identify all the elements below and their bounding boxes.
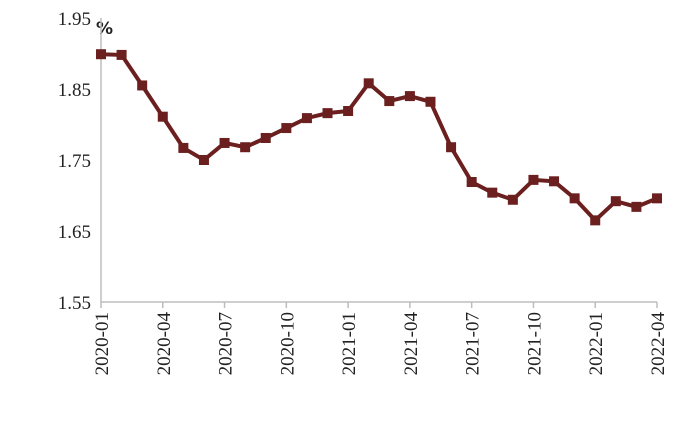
x-tick-label: 2022-01 bbox=[586, 312, 607, 375]
marker bbox=[116, 49, 127, 60]
marker bbox=[652, 193, 662, 204]
marker bbox=[322, 108, 333, 119]
x-tick-label: 2020-07 bbox=[216, 312, 237, 375]
y-tick-label: 1.55 bbox=[58, 293, 91, 314]
marker bbox=[404, 91, 415, 102]
x-tick-label: 2021-04 bbox=[401, 312, 422, 376]
marker bbox=[528, 174, 539, 185]
x-tick-label: 2020-01 bbox=[92, 312, 113, 375]
marker bbox=[137, 80, 148, 91]
marker bbox=[610, 196, 621, 207]
x-tick-label: 2020-10 bbox=[277, 312, 298, 375]
marker bbox=[281, 123, 292, 134]
marker bbox=[446, 142, 457, 153]
marker bbox=[96, 49, 106, 60]
marker bbox=[631, 201, 642, 212]
x-tick-label: 2021-01 bbox=[339, 312, 360, 375]
y-tick-label: 1.85 bbox=[58, 80, 91, 101]
marker bbox=[219, 137, 230, 148]
marker bbox=[198, 155, 209, 165]
marker bbox=[343, 106, 354, 117]
marker bbox=[240, 142, 251, 153]
marker bbox=[260, 132, 271, 143]
x-tick-label: 2020-04 bbox=[154, 312, 175, 376]
marker bbox=[384, 96, 395, 107]
y-tick-label: 1.65 bbox=[58, 222, 91, 243]
marker bbox=[549, 176, 560, 187]
y-tick-label: 1.75 bbox=[58, 151, 91, 172]
marker bbox=[301, 113, 312, 124]
x-tick-label: 2021-07 bbox=[463, 312, 484, 375]
y-tick-label: 1.95 bbox=[58, 9, 91, 30]
marker bbox=[590, 215, 601, 226]
marker bbox=[507, 194, 518, 205]
marker bbox=[569, 193, 580, 204]
x-tick-label: 2022-04 bbox=[648, 312, 669, 376]
marker bbox=[466, 177, 477, 188]
marker bbox=[425, 96, 436, 107]
marker bbox=[157, 111, 168, 122]
marker bbox=[178, 142, 189, 153]
x-tick-label: 2021-10 bbox=[524, 312, 545, 375]
marker bbox=[363, 78, 374, 89]
line bbox=[100, 52, 658, 224]
marker bbox=[487, 187, 498, 198]
unit-label: % bbox=[96, 19, 113, 39]
